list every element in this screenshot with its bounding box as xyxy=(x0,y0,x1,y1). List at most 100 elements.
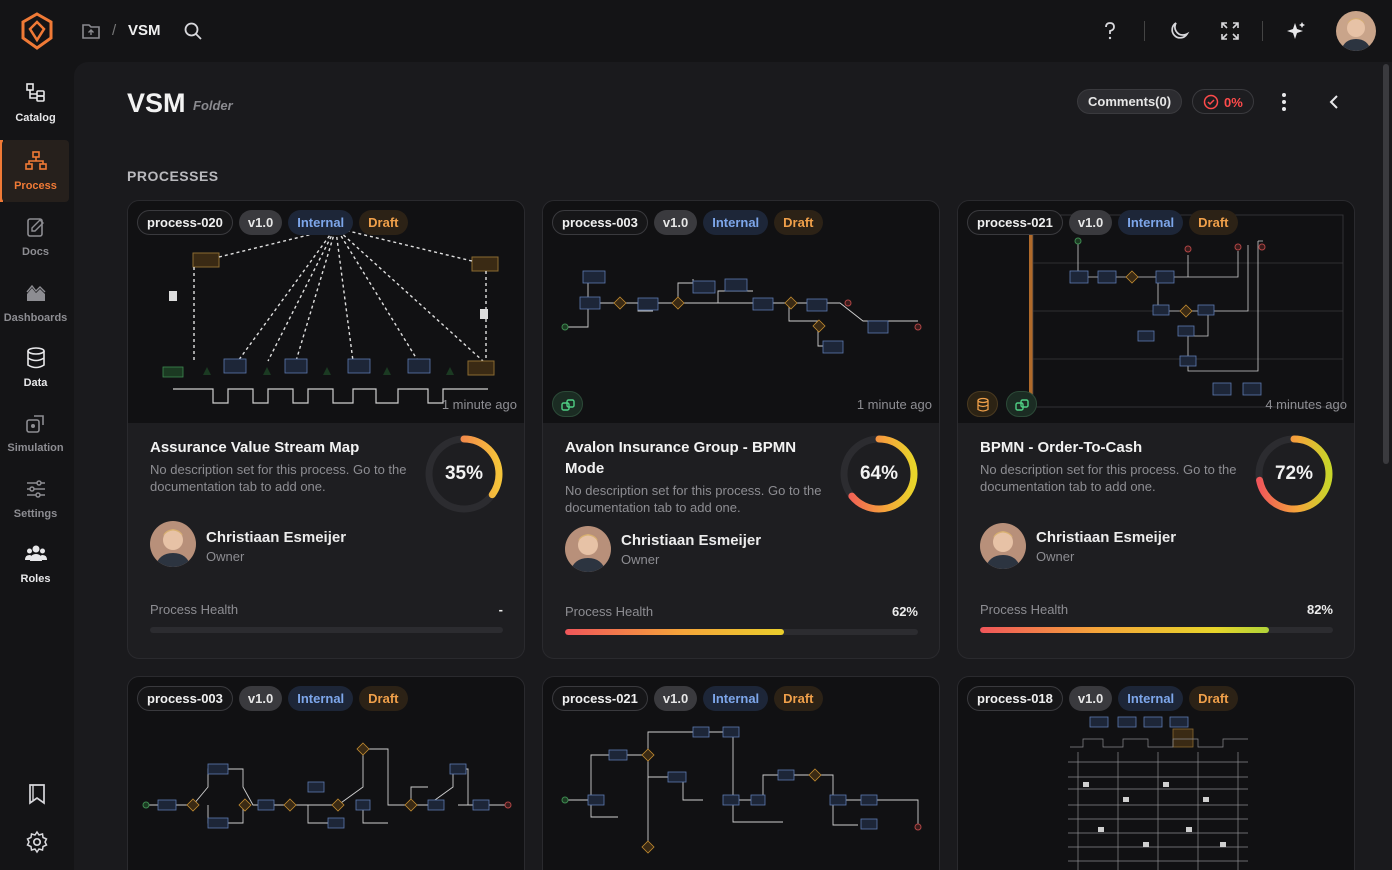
tag-row: process-003 v1.0 Internal Draft xyxy=(552,210,823,235)
sparkle-ai-icon[interactable] xyxy=(1285,20,1307,42)
app-logo-icon[interactable] xyxy=(20,12,54,50)
process-preview[interactable]: process-003 v1.0 Internal Draft xyxy=(128,677,524,870)
process-card[interactable]: process-018 v1.0 Internal Draft xyxy=(957,676,1355,870)
dashboard-chart-icon xyxy=(26,284,46,301)
owner-role: Owner xyxy=(1036,549,1075,564)
visibility-tag: Internal xyxy=(703,210,769,235)
tag-row: process-020 v1.0 Internal Draft xyxy=(137,210,408,235)
visibility-tag: Internal xyxy=(1118,686,1184,711)
more-vertical-icon[interactable] xyxy=(1274,91,1294,113)
sidebar-item-settings[interactable]: Settings xyxy=(2,468,69,530)
sliders-icon xyxy=(27,480,45,498)
chevron-left-icon[interactable] xyxy=(1324,91,1344,113)
status-tag: Draft xyxy=(359,686,408,711)
score-badge[interactable]: 0% xyxy=(1192,89,1254,114)
user-avatar[interactable] xyxy=(1336,11,1376,51)
process-preview[interactable]: process-021 v1.0 Internal Draft xyxy=(543,677,939,870)
owner-avatar[interactable] xyxy=(565,526,611,572)
health-label: Process Health xyxy=(565,604,654,619)
sidebar-item-label: Settings xyxy=(13,508,58,520)
process-card[interactable]: process-021 v1.0 Internal Draft xyxy=(542,676,940,870)
process-link-button[interactable] xyxy=(552,391,583,417)
sidebar-item-docs[interactable]: Docs xyxy=(2,206,69,268)
owner-role: Owner xyxy=(206,549,245,564)
help-icon[interactable] xyxy=(1099,20,1121,42)
owner-avatar[interactable] xyxy=(980,523,1026,569)
fullscreen-icon[interactable] xyxy=(1219,20,1241,42)
folder-icon[interactable] xyxy=(81,22,101,40)
sidebar-item-label: Catalog xyxy=(15,112,56,124)
completion-ring: 64% xyxy=(838,433,920,515)
sidebar-item-dashboards[interactable]: Dashboards xyxy=(2,272,69,334)
database-icon xyxy=(977,397,989,412)
owner-name: Christiaan Esmeijer xyxy=(621,532,762,549)
comments-button[interactable]: Comments(0) xyxy=(1077,89,1183,114)
process-hierarchy-icon xyxy=(25,151,47,170)
sidebar: Catalog Process Docs Dashboards Data xyxy=(0,62,74,870)
process-id-tag: process-018 xyxy=(967,686,1063,711)
process-preview[interactable]: process-018 v1.0 Internal Draft xyxy=(958,677,1354,870)
section-title: PROCESSES xyxy=(127,168,219,184)
card-description: No description set for this process. Go … xyxy=(565,483,822,515)
link-icon xyxy=(561,399,575,411)
docs-icon xyxy=(27,218,44,237)
process-card[interactable]: process-021 v1.0 Internal Draft 4 minute… xyxy=(957,200,1355,659)
score-value: 0% xyxy=(1224,95,1243,110)
data-link-button[interactable] xyxy=(967,391,998,417)
moon-icon[interactable] xyxy=(1168,20,1190,42)
page-subtitle: Folder xyxy=(193,98,233,113)
process-preview[interactable]: process-003 v1.0 Internal Draft 1 minute… xyxy=(543,201,939,423)
main-content: VSM Folder Comments(0) 0% PROCESSES xyxy=(74,62,1392,870)
process-preview[interactable]: process-021 v1.0 Internal Draft 4 minute… xyxy=(958,201,1354,423)
owner-role: Owner xyxy=(621,552,660,567)
health-bar xyxy=(565,629,918,635)
process-card[interactable]: process-003 v1.0 Internal Draft xyxy=(127,676,525,870)
updated-time: 4 minutes ago xyxy=(1265,397,1347,412)
top-bar: / VSM xyxy=(0,0,1392,62)
divider xyxy=(1262,21,1263,41)
process-card[interactable]: process-020 v1.0 Internal Draft 1 minute… xyxy=(127,200,525,659)
diagram-thumbnail xyxy=(561,270,922,354)
process-preview[interactable]: process-020 v1.0 Internal Draft 1 minute… xyxy=(128,201,524,423)
sidebar-item-label: Roles xyxy=(20,573,51,585)
process-link-button[interactable] xyxy=(1006,391,1037,417)
health-label: Process Health xyxy=(150,602,239,617)
owner-avatar[interactable] xyxy=(150,521,196,567)
sidebar-item-roles[interactable]: Roles xyxy=(2,533,69,595)
completion-ring-graphic xyxy=(840,435,918,513)
updated-time: 1 minute ago xyxy=(441,397,517,412)
sidebar-item-data[interactable]: Data xyxy=(2,337,69,399)
health-bar xyxy=(150,627,503,633)
health-value: 62% xyxy=(891,604,918,619)
health-bar-fill xyxy=(565,629,784,635)
breadcrumb-current[interactable]: VSM xyxy=(128,22,161,39)
status-tag: Draft xyxy=(774,210,823,235)
health-value: 82% xyxy=(1306,602,1333,617)
diagram-thumbnail xyxy=(1068,716,1248,870)
visibility-tag: Internal xyxy=(288,210,354,235)
version-tag: v1.0 xyxy=(238,686,283,711)
card-title: Avalon Insurance Group - BPMN Mode xyxy=(565,439,797,477)
process-id-tag: process-021 xyxy=(967,210,1063,235)
sidebar-item-process[interactable]: Process xyxy=(2,140,69,202)
version-tag: v1.0 xyxy=(653,686,698,711)
process-id-tag: process-021 xyxy=(552,686,648,711)
page-title: VSM xyxy=(127,88,186,118)
bookmark-icon[interactable] xyxy=(25,782,49,806)
completion-percent: 35% xyxy=(444,463,484,484)
process-id-tag: process-020 xyxy=(137,210,233,235)
tag-row: process-021 v1.0 Internal Draft xyxy=(967,210,1238,235)
search-icon[interactable] xyxy=(183,21,203,41)
completion-ring-graphic xyxy=(425,435,503,513)
scrollbar[interactable] xyxy=(1383,64,1389,464)
process-id-tag: process-003 xyxy=(552,210,648,235)
sidebar-item-catalog[interactable]: Catalog xyxy=(2,72,69,134)
sidebar-item-simulation[interactable]: Simulation xyxy=(2,402,69,464)
tag-row: process-003 v1.0 Internal Draft xyxy=(137,686,408,711)
visibility-tag: Internal xyxy=(703,686,769,711)
gear-icon[interactable] xyxy=(25,830,49,854)
catalog-icon xyxy=(26,83,45,102)
process-card[interactable]: process-003 v1.0 Internal Draft 1 minute… xyxy=(542,200,940,659)
updated-time: 1 minute ago xyxy=(856,397,932,412)
completion-percent: 72% xyxy=(1274,463,1314,484)
